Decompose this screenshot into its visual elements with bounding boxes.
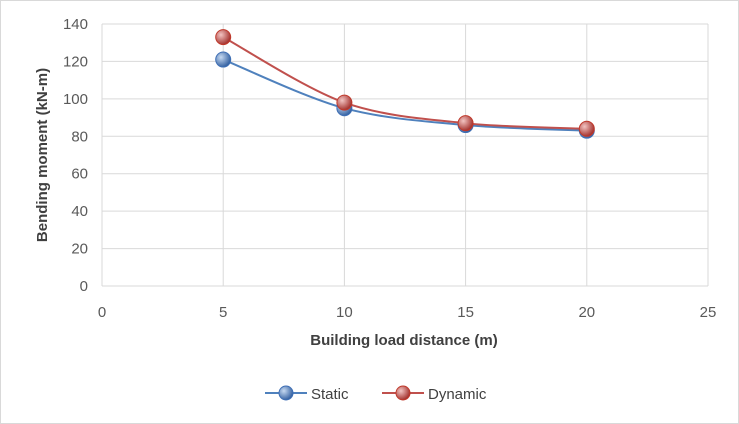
x-tick-label: 25 bbox=[700, 304, 717, 321]
y-tick-label: 80 bbox=[71, 128, 88, 145]
data-point-dynamic bbox=[215, 29, 232, 46]
legend-label: Static bbox=[311, 386, 349, 403]
x-tick-label: 0 bbox=[98, 304, 106, 321]
legend-marker bbox=[395, 385, 411, 401]
series-group bbox=[215, 29, 595, 139]
series-line-dynamic bbox=[222, 36, 587, 130]
x-tick-label: 15 bbox=[457, 304, 474, 321]
x-axis-title: Building load distance (m) bbox=[310, 332, 498, 349]
data-point-dynamic bbox=[457, 115, 474, 132]
data-point-static bbox=[215, 51, 232, 68]
data-point-dynamic bbox=[336, 94, 353, 111]
legend-marker bbox=[278, 385, 294, 401]
y-tick-label: 120 bbox=[63, 53, 88, 70]
y-tick-label: 40 bbox=[71, 203, 88, 220]
legend: Static Dynamic bbox=[265, 385, 487, 403]
y-axis-ticks: 0 20 40 60 80 100 120 140 bbox=[63, 16, 88, 295]
y-tick-label: 20 bbox=[71, 241, 88, 258]
grid bbox=[101, 23, 709, 287]
y-tick-label: 140 bbox=[63, 16, 88, 33]
legend-item-static: Static bbox=[265, 385, 349, 403]
y-axis-title: Bending moment (kN-m) bbox=[34, 68, 51, 242]
legend-label: Dynamic bbox=[428, 386, 487, 403]
x-tick-label: 10 bbox=[336, 304, 353, 321]
series-static bbox=[215, 51, 595, 139]
series-dynamic bbox=[215, 29, 595, 137]
y-tick-label: 100 bbox=[63, 91, 88, 108]
y-tick-label: 0 bbox=[80, 278, 88, 295]
x-axis-ticks: 0 5 10 15 20 25 bbox=[98, 304, 717, 321]
x-tick-label: 5 bbox=[219, 304, 227, 321]
legend-item-dynamic: Dynamic bbox=[382, 385, 487, 403]
series-line-static bbox=[222, 58, 587, 132]
y-tick-label: 60 bbox=[71, 166, 88, 183]
x-tick-label: 20 bbox=[578, 304, 595, 321]
data-point-dynamic bbox=[578, 120, 595, 137]
